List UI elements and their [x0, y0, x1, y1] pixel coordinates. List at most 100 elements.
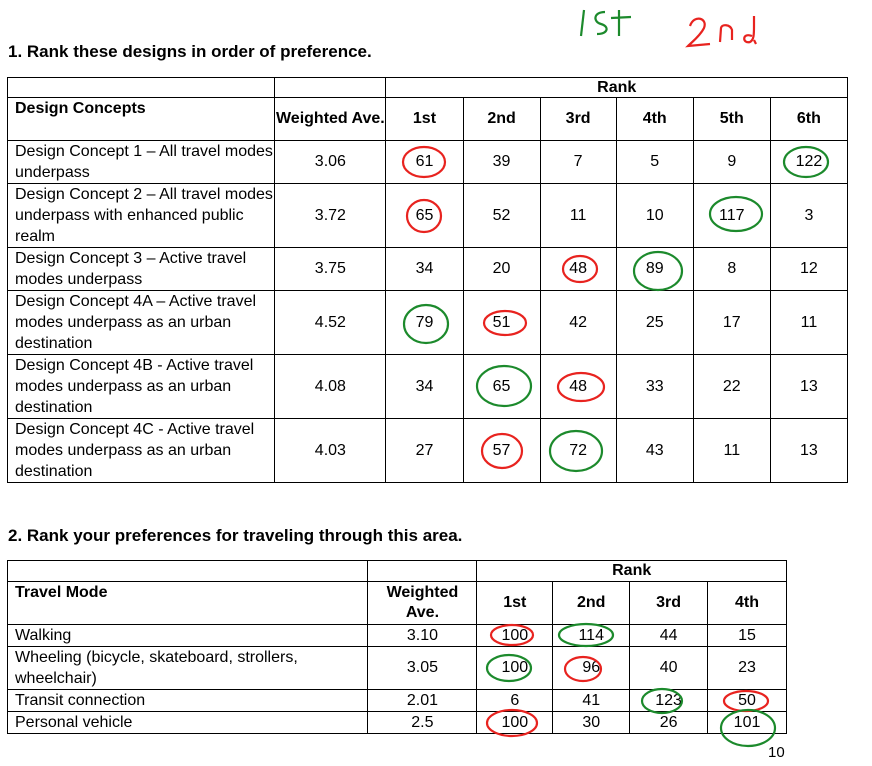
col-rank-1st-2: 1st — [476, 581, 554, 625]
rank-count: 57 — [462, 418, 541, 483]
travel-mode-table: Rank Travel Mode Weighted Ave. 1st 2nd 3… — [6, 560, 787, 734]
rank-count: 10 — [615, 183, 694, 248]
table-row: Design Concept 4A – Active travel modes … — [6, 290, 849, 355]
rank-count: 27 — [385, 418, 464, 483]
weighted-ave: 2.5 — [367, 711, 478, 734]
rank-count: 40 — [629, 646, 709, 690]
rank-count: 30 — [552, 711, 631, 734]
rank-count: 79 — [385, 290, 464, 355]
concept-name: Design Concept 4A – Active travel modes … — [6, 290, 276, 355]
rank-header: Rank — [385, 77, 848, 98]
rank-header-2: Rank — [476, 560, 787, 582]
rank-count: 23 — [707, 646, 787, 690]
rank-count: 123 — [629, 689, 709, 712]
table-row: Personal vehicle 2.5 100 30 26 101 — [6, 711, 787, 734]
rank-count: 11 — [769, 290, 849, 355]
table-row: Design Concept 4B - Active travel modes … — [6, 354, 849, 419]
rank-count: 65 — [462, 354, 541, 419]
table-row: Walking 3.10 100 114 44 15 — [6, 624, 787, 647]
rank-count: 114 — [552, 624, 631, 647]
rank-count: 117 — [692, 183, 771, 248]
rank-count: 65 — [385, 183, 464, 248]
col-rank-6th: 6th — [769, 97, 849, 141]
rank-count: 12 — [769, 247, 849, 291]
rank-count: 25 — [615, 290, 694, 355]
travel-mode-name: Walking — [6, 624, 369, 647]
rank-count: 9 — [692, 140, 771, 184]
rank-count: 52 — [462, 183, 541, 248]
col-design-concepts: Design Concepts — [6, 97, 276, 141]
rank-count: 26 — [629, 711, 709, 734]
travel-mode-name: Personal vehicle — [6, 711, 369, 734]
rank-count: 13 — [769, 354, 849, 419]
rank-count: 17 — [692, 290, 771, 355]
weighted-ave: 4.08 — [274, 354, 387, 419]
rank-count: 72 — [539, 418, 617, 483]
rank-count: 3 — [769, 183, 849, 248]
rank-count: 22 — [692, 354, 771, 419]
weighted-ave: 3.05 — [367, 646, 478, 690]
design-ranking-table: Rank Design Concepts Weighted Ave. 1st 2… — [6, 77, 849, 483]
concept-name: Design Concept 4B - Active travel modes … — [6, 354, 276, 419]
question-2-title: 2. Rank your preferences for traveling t… — [8, 526, 463, 545]
concept-name: Design Concept 3 – Active travel modes u… — [6, 247, 276, 291]
rank-count: 20 — [462, 247, 541, 291]
col-weighted-ave-2: Weighted Ave. — [367, 581, 478, 625]
concept-name: Design Concept 4C - Active travel modes … — [6, 418, 276, 483]
rank-count: 34 — [385, 354, 464, 419]
weighted-ave: 3.75 — [274, 247, 387, 291]
rank-count: 33 — [615, 354, 694, 419]
weighted-ave: 3.06 — [274, 140, 387, 184]
rank-count: 122 — [769, 140, 849, 184]
table-row: Design Concept 2 – All travel modes unde… — [6, 183, 849, 248]
rank-count: 6 — [476, 689, 554, 712]
table-row: Design Concept 3 – Active travel modes u… — [6, 247, 849, 291]
table-row: Design Concept 4C - Active travel modes … — [6, 418, 849, 483]
rank-count: 15 — [707, 624, 787, 647]
rank-count: 8 — [692, 247, 771, 291]
rank-count: 34 — [385, 247, 464, 291]
rank-count: 41 — [552, 689, 631, 712]
col-rank-4th-2: 4th — [707, 581, 787, 625]
rank-count: 101 — [707, 711, 787, 734]
col-weighted-ave: Weighted Ave. — [274, 97, 387, 141]
page-number: 10 — [768, 744, 785, 761]
weighted-ave: 3.10 — [367, 624, 478, 647]
travel-mode-name: Transit connection — [6, 689, 369, 712]
col-travel-mode: Travel Mode — [6, 581, 369, 625]
handwritten-first-label — [579, 9, 632, 37]
rank-count: 7 — [539, 140, 617, 184]
handwritten-second-label — [685, 16, 757, 48]
weighted-ave: 2.01 — [367, 689, 478, 712]
rank-count: 50 — [707, 689, 787, 712]
col-rank-5th: 5th — [692, 97, 771, 141]
table-row: Design Concept 1 – All travel modes unde… — [6, 140, 849, 184]
rank-count: 48 — [539, 247, 617, 291]
rank-count: 89 — [615, 247, 694, 291]
rank-count: 96 — [552, 646, 631, 690]
question-1-title: 1. Rank these designs in order of prefer… — [8, 42, 372, 61]
rank-count: 61 — [385, 140, 464, 184]
weighted-ave: 3.72 — [274, 183, 387, 248]
rank-count: 100 — [476, 624, 554, 647]
concept-name: Design Concept 1 – All travel modes unde… — [6, 140, 276, 184]
table-row: Wheeling (bicycle, skateboard, strollers… — [6, 646, 787, 690]
rank-count: 44 — [629, 624, 709, 647]
col-rank-3rd-2: 3rd — [629, 581, 709, 625]
rank-count: 39 — [462, 140, 541, 184]
rank-count: 42 — [539, 290, 617, 355]
col-rank-4th: 4th — [615, 97, 694, 141]
col-rank-1st: 1st — [385, 97, 464, 141]
col-rank-2nd-2: 2nd — [552, 581, 631, 625]
rank-count: 51 — [462, 290, 541, 355]
col-rank-2nd: 2nd — [462, 97, 541, 141]
rank-count: 100 — [476, 646, 554, 690]
col-rank-3rd: 3rd — [539, 97, 617, 141]
rank-count: 43 — [615, 418, 694, 483]
rank-count: 11 — [692, 418, 771, 483]
rank-count: 5 — [615, 140, 694, 184]
rank-count: 11 — [539, 183, 617, 248]
rank-count: 13 — [769, 418, 849, 483]
rank-count: 48 — [539, 354, 617, 419]
table-row: Transit connection 2.01 6 41 123 50 — [6, 689, 787, 712]
